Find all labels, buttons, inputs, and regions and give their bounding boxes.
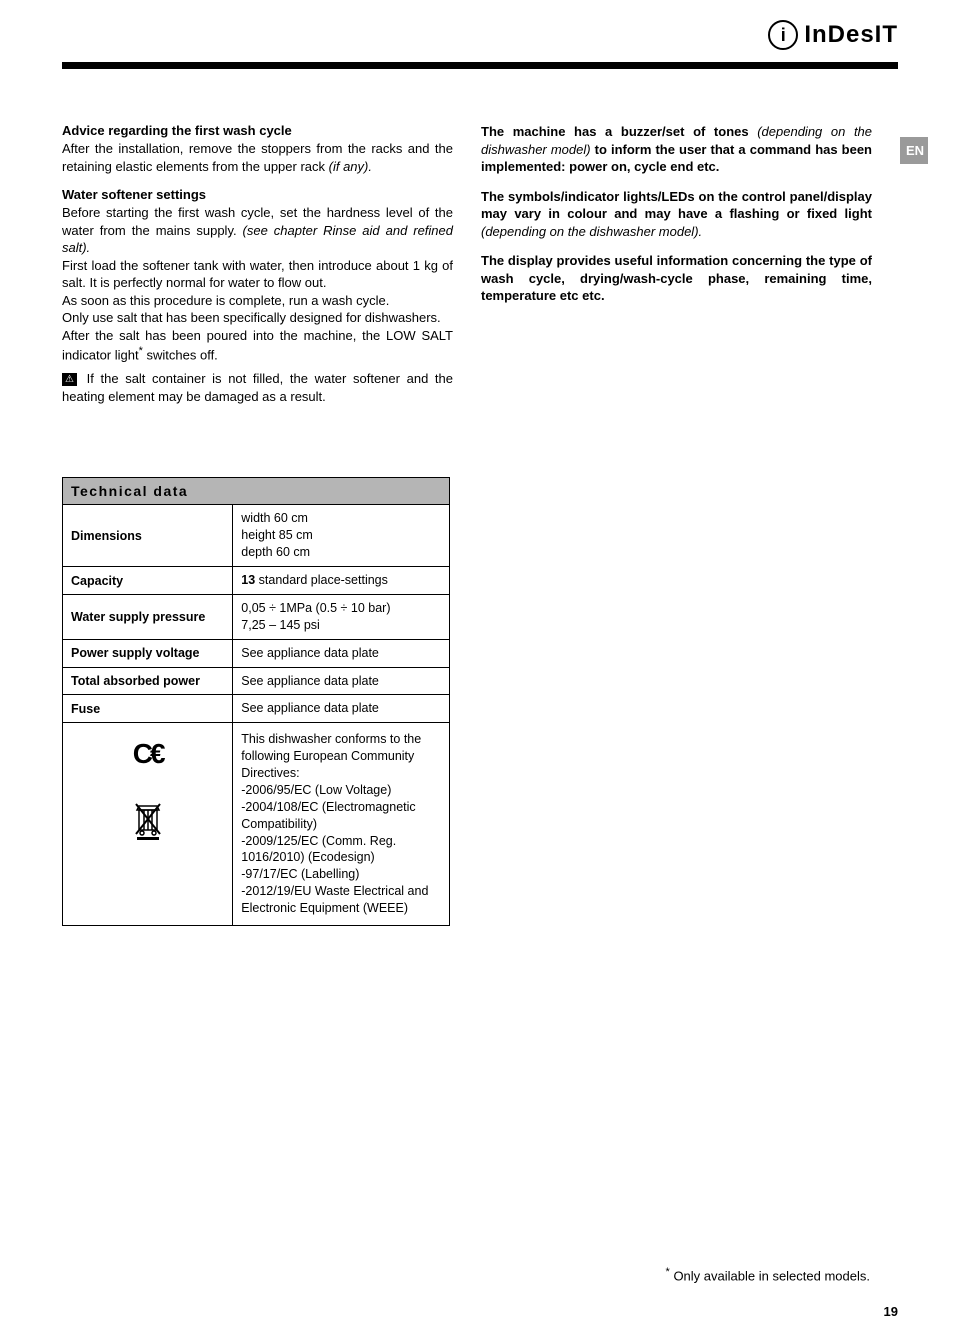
right-column: The machine has a buzzer/set of tones (d… (481, 123, 898, 417)
header-rule (62, 62, 898, 69)
row-label-fuse: Fuse (63, 695, 233, 723)
row-label-dimensions: Dimensions (63, 505, 233, 567)
table-row: Dimensions width 60 cm height 85 cm dept… (63, 505, 450, 567)
row-value-capacity: 13 standard place-settings (233, 567, 450, 595)
row-label-pressure: Water supply pressure (63, 594, 233, 639)
table-row: Technical data (63, 478, 450, 505)
warning-paragraph: ⚠ If the salt container is not filled, t… (62, 370, 453, 405)
table-row: Total absorbed power See appliance data … (63, 667, 450, 695)
advice-paragraph: After the installation, remove the stopp… (62, 140, 453, 175)
section-title-advice: Advice regarding the first wash cycle (62, 123, 453, 138)
right-p2-a: The symbols/indicator lights/LEDs on the… (481, 189, 872, 222)
table-row: Fuse See appliance data plate (63, 695, 450, 723)
technical-data-table: Technical data Dimensions width 60 cm he… (62, 477, 450, 926)
right-p1: The machine has a buzzer/set of tones (d… (481, 123, 872, 176)
advice-text: After the installation, remove the stopp… (62, 141, 453, 174)
section-title-softener: Water softener settings (62, 187, 453, 202)
row-label-power: Total absorbed power (63, 667, 233, 695)
warning-icon: ⚠ (62, 373, 77, 386)
softener-text-c: As soon as this procedure is complete, r… (62, 293, 389, 308)
brand-logo: i InDesIT (768, 20, 898, 50)
footnote: * Only available in selected models. (666, 1266, 870, 1283)
right-p2-b: (depending on the dishwasher model). (481, 224, 702, 239)
footnote-text: Only available in selected models. (670, 1268, 870, 1283)
softener-paragraph: Before starting the first wash cycle, se… (62, 204, 453, 364)
softener-text-d: Only use salt that has been specifically… (62, 310, 441, 325)
row-value-compliance: This dishwasher conforms to the followin… (233, 723, 450, 926)
table-row: Water supply pressure 0,05 ÷ 1MPa (0.5 ÷… (63, 594, 450, 639)
logo-wordmark: InDesIT (804, 21, 898, 49)
softener-text-e-post: switches off. (143, 348, 218, 363)
table-row: C€ (63, 723, 450, 926)
table-header: Technical data (63, 478, 450, 505)
left-column: Advice regarding the first wash cycle Af… (62, 123, 453, 417)
page-number: 19 (884, 1304, 898, 1319)
row-value-power: See appliance data plate (233, 667, 450, 695)
row-value-voltage: See appliance data plate (233, 639, 450, 667)
technical-data-table-wrap: Technical data Dimensions width 60 cm he… (62, 477, 450, 926)
softener-text-e-pre: After the salt has been poured into the … (62, 328, 453, 363)
advice-italic: (if any). (329, 159, 372, 174)
table-row: Capacity 13 standard place-settings (63, 567, 450, 595)
ce-mark-icon: C€ (133, 738, 163, 770)
row-value-fuse: See appliance data plate (233, 695, 450, 723)
language-badge: EN (900, 137, 928, 164)
row-label-capacity: Capacity (63, 567, 233, 595)
logo-i-icon: i (768, 20, 798, 50)
content-columns: Advice regarding the first wash cycle Af… (62, 123, 898, 417)
right-p2: The symbols/indicator lights/LEDs on the… (481, 188, 872, 241)
right-p1-a: The machine has a buzzer/set of tones (481, 124, 757, 139)
row-value-dimensions: width 60 cm height 85 cm depth 60 cm (233, 505, 450, 567)
table-row: Power supply voltage See appliance data … (63, 639, 450, 667)
header: i InDesIT (62, 20, 898, 50)
row-label-voltage: Power supply voltage (63, 639, 233, 667)
row-icons-cell: C€ (63, 723, 233, 926)
softener-text-b: First load the softener tank with water,… (62, 258, 453, 291)
weee-bin-icon (132, 800, 164, 840)
right-p3: The display provides useful information … (481, 252, 872, 305)
row-value-pressure: 0,05 ÷ 1MPa (0.5 ÷ 10 bar) 7,25 – 145 ps… (233, 594, 450, 639)
warning-text: If the salt container is not filled, the… (62, 371, 453, 404)
